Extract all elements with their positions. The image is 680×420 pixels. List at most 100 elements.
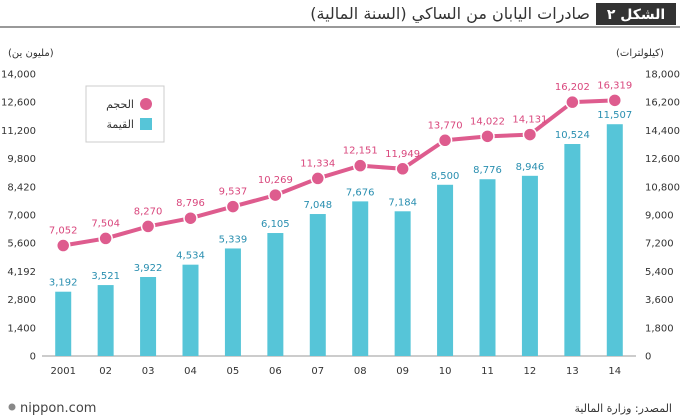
footer: nippon.com المصدر: وزارة المالية: [8, 401, 672, 416]
right-axis-tick-label: 12,600: [645, 154, 680, 165]
left-axis: 0 1,400 2,800 4,192 5,600 7,000 8,420 9,800 11,2…: [1, 70, 36, 363]
volume-point-label: 8,270: [134, 206, 163, 217]
value-bar-label: 11,507: [597, 110, 632, 121]
volume-point-label: 12,151: [343, 146, 378, 157]
x-axis-tick-label: 10: [439, 366, 452, 377]
volume-point: [55, 238, 71, 253]
x-axis-tick-label: 14: [608, 366, 621, 377]
right-axis: 0 1,800 3,600 5,400 7,200 9,000 10,800 12,600 14…: [645, 70, 680, 363]
value-bar: [437, 184, 454, 356]
x-axis-tick-label: 03: [142, 366, 155, 377]
value-bar-label: 3,922: [134, 263, 163, 274]
volume-point-label: 10,269: [258, 175, 293, 186]
value-bar-label: 6,105: [261, 219, 290, 230]
value-bar-label: 7,048: [303, 200, 332, 211]
volume-line: [55, 93, 623, 253]
volume-point-label: 11,949: [385, 149, 420, 160]
right-axis-tick-label: 0: [645, 352, 651, 363]
volume-point: [140, 219, 156, 234]
right-axis-tick-label: 9,000: [645, 211, 674, 222]
value-bar-label: 7,184: [388, 197, 417, 208]
value-bar-label: 7,676: [346, 187, 375, 198]
x-axis-tick-label: 13: [566, 366, 579, 377]
volume-point-label: 14,022: [470, 116, 505, 127]
volume-point: [352, 158, 368, 173]
right-axis-tick-label: 16,200: [645, 98, 680, 109]
left-axis-tick-label: 2,800: [7, 295, 36, 306]
left-axis-tick-label: 9,800: [7, 154, 36, 165]
value-bars: [55, 124, 623, 356]
volume-point: [565, 94, 580, 110]
value-bar-label: 8,776: [473, 165, 502, 176]
value-bar-label: 5,339: [219, 234, 248, 245]
value-bar-label: 8,500: [431, 171, 460, 182]
left-axis-tick-label: 8,420: [7, 182, 36, 193]
value-bar: [606, 124, 623, 356]
volume-point-label: 16,319: [597, 80, 632, 91]
value-bar: [267, 233, 284, 356]
volume-point: [607, 93, 623, 108]
value-bar: [140, 276, 157, 356]
volume-point-label: 13,770: [428, 120, 463, 131]
value-bar: [182, 264, 199, 356]
volume-point: [268, 187, 283, 203]
value-bar: [97, 285, 114, 356]
legend: الحجم القيمة: [85, 85, 165, 143]
x-axis-tick-label: 2001: [50, 366, 75, 377]
chart-header: الشكل ٢ صادرات اليابان من الساكي (السنة …: [0, 3, 680, 28]
right-axis-tick-label: 1,800: [645, 323, 674, 334]
legend-value-label: القيمة: [106, 118, 134, 131]
x-axis-tick-label: 05: [227, 366, 240, 377]
brand-name: nippon.com: [20, 401, 96, 416]
volume-point-label: 11,334: [300, 158, 335, 169]
left-axis-tick-label: 7,000: [7, 211, 36, 222]
right-axis-tick-label: 5,400: [645, 267, 674, 278]
volume-point-label: 14,131: [512, 115, 547, 126]
x-axis-tick-label: 07: [311, 366, 324, 377]
right-axis-tick-label: 7,200: [645, 239, 674, 250]
figure-badge: [596, 3, 676, 25]
volume-point-label: 16,202: [555, 82, 590, 93]
right-axis-tick-label: 18,000: [645, 70, 680, 81]
value-bar: [394, 211, 411, 356]
x-axis-tick-label: 11: [481, 366, 494, 377]
figure-badge-label: الشكل ٢: [607, 7, 665, 23]
volume-point: [98, 231, 113, 246]
legend-box: [85, 85, 165, 143]
volume-point-label: 8,796: [176, 198, 205, 209]
right-axis-tick-label: 14,400: [645, 126, 680, 137]
left-axis-tick-label: 11,200: [1, 126, 36, 137]
value-bar-label: 10,524: [555, 130, 590, 141]
volume-point: [437, 133, 453, 148]
left-axis-tick-label: 0: [30, 352, 36, 363]
left-axis-tick-label: 5,600: [7, 239, 36, 250]
volume-point: [310, 171, 326, 186]
value-bar: [224, 248, 241, 356]
left-axis-tick-label: 14,000: [1, 70, 36, 81]
x-axis-tick-label: 08: [354, 366, 367, 377]
volume-point: [480, 129, 495, 144]
legend-volume-label: الحجم: [106, 98, 134, 111]
volume-point-label: 7,052: [49, 226, 78, 237]
left-axis-tick-label: 12,600: [1, 98, 36, 109]
value-bar: [564, 144, 581, 356]
volume-line-labels: 7,052 7,504 8,270 8,796 9,537 10,269 11,334 12,…: [49, 80, 632, 236]
value-bar: [521, 175, 538, 356]
source-note: المصدر: وزارة المالية: [574, 402, 672, 415]
volume-point-label: 7,504: [91, 218, 120, 229]
nippon-logo: nippon.com: [8, 401, 96, 416]
value-bar-label: 8,946: [516, 162, 545, 173]
left-axis-tick-label: 1,400: [7, 323, 36, 334]
x-axis: 2001 02 03 04 05 06 07 08 09 10 11 12 13 14: [42, 355, 636, 377]
value-bar-labels: 3,192 3,521 3,922 4,534 5,339 6,105 7,048 7,676…: [49, 110, 632, 288]
value-bar: [55, 291, 72, 356]
x-axis-tick-label: 02: [99, 366, 112, 377]
value-bar: [309, 214, 326, 356]
volume-point: [395, 161, 410, 177]
x-axis-tick-label: 12: [524, 366, 537, 377]
value-bar-label: 3,521: [91, 271, 120, 282]
chart-title: صادرات اليابان من الساكي (السنة المالية): [310, 4, 590, 24]
volume-point: [225, 199, 241, 214]
value-bar-label: 3,192: [49, 278, 78, 289]
